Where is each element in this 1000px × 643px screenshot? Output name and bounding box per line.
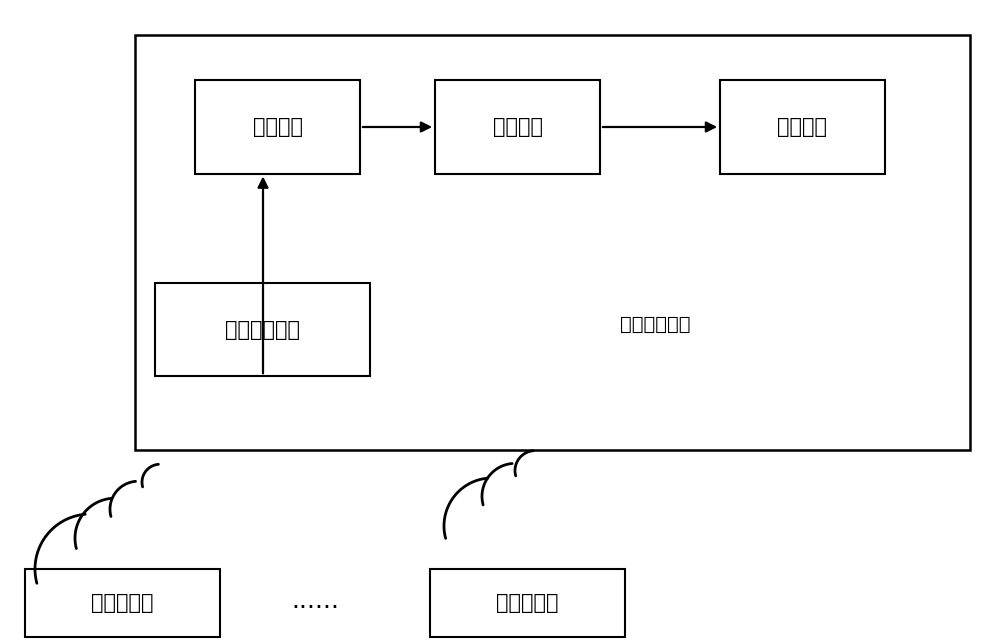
Bar xyxy=(25,569,220,637)
Bar xyxy=(135,35,970,450)
Bar xyxy=(435,80,600,174)
Text: 车载固定端: 车载固定端 xyxy=(91,593,154,613)
Bar xyxy=(155,283,370,376)
Text: 数据接收终端: 数据接收终端 xyxy=(620,315,690,334)
Bar xyxy=(720,80,885,174)
Text: 数据存储: 数据存储 xyxy=(252,117,302,137)
Bar xyxy=(195,80,360,174)
Text: 数据显示: 数据显示 xyxy=(778,117,828,137)
Text: 数据接收模块: 数据接收模块 xyxy=(225,320,300,340)
Text: 车载固定端: 车载固定端 xyxy=(496,593,559,613)
Text: ......: ...... xyxy=(291,589,339,613)
Text: 数据分析: 数据分析 xyxy=(492,117,542,137)
Bar xyxy=(430,569,625,637)
